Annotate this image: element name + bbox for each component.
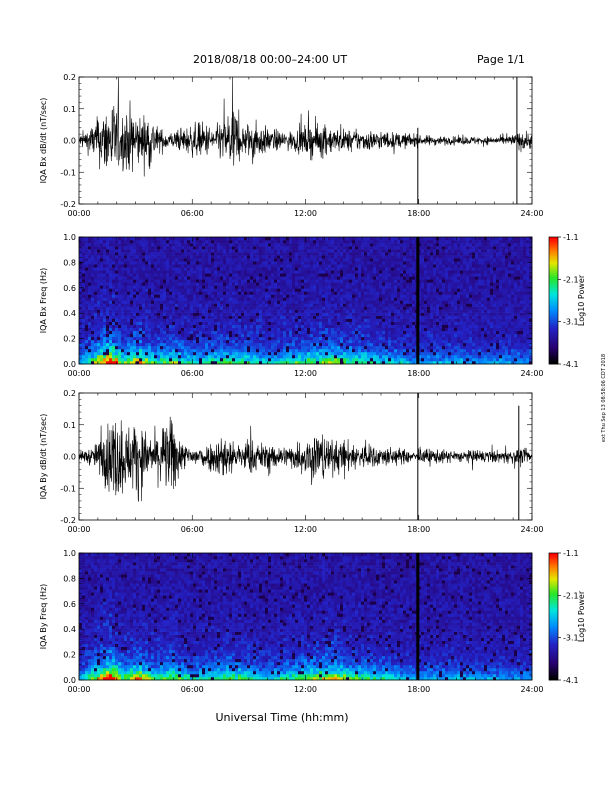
- page-indicator: Page 1/1: [477, 53, 525, 66]
- y-tick-label: -0.1: [60, 168, 76, 177]
- colorbar-tick-label: -1.1: [563, 233, 579, 242]
- colorbar-4: -1.1 -2.1 -3.1 -4.1 Log10 Power: [548, 549, 586, 685]
- panel-2: -1.1 -2.1 -3.1 -4.1 Log10 Power 00:00 06:00 12:…: [39, 233, 586, 378]
- data-gap-band: [416, 553, 420, 680]
- panel-1: 00:00 06:00 12:00 18:00 24:00 0.2 0.1 0.0 -0.1 -0…: [39, 73, 544, 218]
- generation-note: ext Thu Sep 13 08:58:06 CDT 2018: [601, 354, 607, 442]
- y-tick-label: 1.0: [63, 549, 76, 558]
- x-tick-label: 24:00: [520, 209, 543, 218]
- y-tick-label: -0.1: [60, 484, 76, 493]
- colorbar-tick-label: -4.1: [563, 676, 579, 685]
- x-tick-label: 18:00: [407, 525, 430, 534]
- x-tick-label: 00:00: [67, 685, 90, 694]
- colorbar-label: Log10 Power: [577, 274, 586, 326]
- colorbar-tick-label: -2.1: [563, 275, 579, 284]
- y-tick-label: -0.2: [60, 200, 76, 209]
- colorbar-label: Log10 Power: [577, 590, 586, 642]
- x-tick-label: 12:00: [294, 525, 317, 534]
- x-tick-label: 06:00: [181, 369, 204, 378]
- plot-title: 2018/08/18 00:00–24:00 UT: [193, 53, 348, 66]
- y-tick-label: 0.8: [63, 258, 76, 267]
- colorbar-frame: [548, 552, 559, 681]
- x-tick-label: 06:00: [181, 525, 204, 534]
- x-tick-label: 00:00: [67, 525, 90, 534]
- x-tick-label: 18:00: [407, 685, 430, 694]
- x-tick-label: 06:00: [181, 685, 204, 694]
- y-tick-label: 0.6: [63, 600, 76, 609]
- colorbar-tick-label: -3.1: [563, 634, 579, 643]
- x-tick-label: 12:00: [294, 209, 317, 218]
- y-axis-label: IQA Bx Freq (Hz): [39, 268, 48, 334]
- x-tick-label: 18:00: [407, 209, 430, 218]
- x-tick-label: 00:00: [67, 369, 90, 378]
- x-tick-label: 06:00: [181, 209, 204, 218]
- y-tick-label: 0.8: [63, 574, 76, 583]
- y-axis-label: IQA By dB/dt (nT/sec): [39, 414, 48, 500]
- colorbar-tick-label: -3.1: [563, 318, 579, 327]
- x-tick-label: 18:00: [407, 369, 430, 378]
- y-tick-label: 0.0: [63, 137, 76, 146]
- colorbar-tick-label: -1.1: [563, 549, 579, 558]
- y-tick-label: 1.0: [63, 233, 76, 242]
- y-tick-label: 0.0: [63, 360, 76, 369]
- x-tick-label: 00:00: [67, 209, 90, 218]
- waveform-trace: [78, 416, 533, 502]
- panel-4: -1.1 -2.1 -3.1 -4.1 Log10 Power 00:00 06:00 12:…: [39, 549, 586, 694]
- y-tick-label: 0.4: [63, 625, 76, 634]
- y-tick-label: 0.4: [63, 309, 76, 318]
- y-tick-label: 0.0: [63, 453, 76, 462]
- y-tick-label: 0.1: [63, 421, 76, 430]
- y-axis-label: IQA By Freq (Hz): [39, 584, 48, 650]
- x-axis-title: Universal Time (hh:mm): [216, 711, 349, 724]
- spectrogram-cells: [79, 237, 533, 365]
- y-tick-label: 0.1: [63, 105, 76, 114]
- spectrogram-cells: [79, 553, 533, 681]
- x-tick-label: 24:00: [520, 685, 543, 694]
- y-tick-label: 0.6: [63, 284, 76, 293]
- waveform-trace: [78, 76, 533, 177]
- y-tick-label: 0.2: [63, 389, 76, 398]
- colorbar-tick-label: -2.1: [563, 591, 579, 600]
- y-tick-label: 0.0: [63, 676, 76, 685]
- y-tick-label: 0.2: [63, 73, 76, 82]
- x-tick-label: 24:00: [520, 525, 543, 534]
- x-tick-label: 12:00: [294, 685, 317, 694]
- y-tick-label: 0.2: [63, 335, 76, 344]
- y-tick-label: 0.2: [63, 651, 76, 660]
- colorbar-tick-label: -4.1: [563, 360, 579, 369]
- y-axis-label: IQA Bx dB/dt (nT/sec): [39, 98, 48, 184]
- x-tick-label: 12:00: [294, 369, 317, 378]
- colorbar-2: -1.1 -2.1 -3.1 -4.1 Log10 Power: [548, 233, 586, 369]
- colorbar-frame: [548, 236, 559, 365]
- panel-3: 00:00 06:00 12:00 18:00 24:00 0.2 0.1 0.0 -0.1 -0…: [39, 389, 544, 534]
- data-gap-band: [416, 237, 420, 364]
- x-tick-label: 24:00: [520, 369, 543, 378]
- y-tick-label: -0.2: [60, 516, 76, 525]
